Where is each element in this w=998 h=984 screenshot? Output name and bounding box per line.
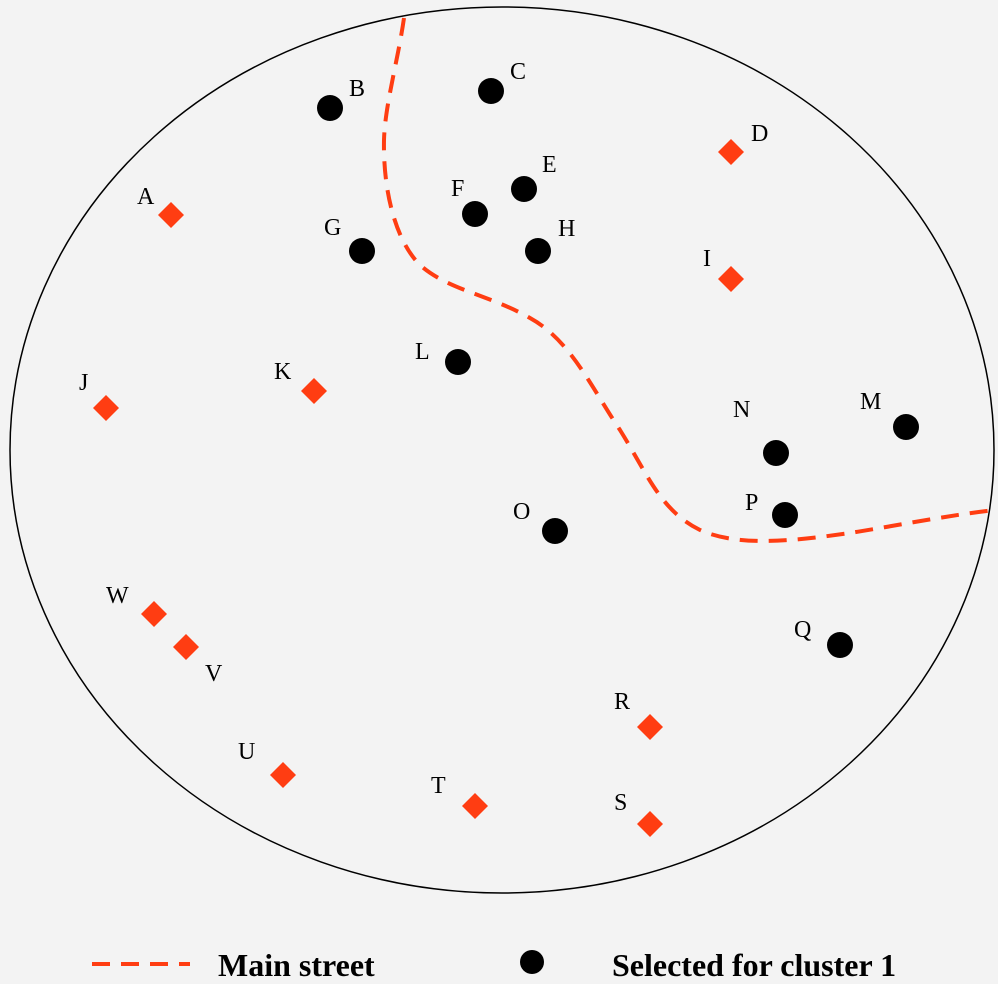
point-label-d: D	[751, 121, 768, 147]
point-u: U	[238, 739, 296, 788]
point-m: M	[860, 389, 919, 440]
point-label-w: W	[106, 583, 129, 609]
point-label-i: I	[703, 246, 711, 272]
selected-dot-o	[542, 518, 568, 544]
selected-dot-h	[525, 238, 551, 264]
point-label-k: K	[274, 359, 292, 385]
point-label-e: E	[542, 152, 557, 178]
unselected-diamond-i	[718, 266, 744, 292]
points-layer: A B C D E F G H I J K L M N O P Q R S T U V W	[79, 59, 919, 837]
point-v: V	[173, 634, 223, 687]
point-q: Q	[794, 617, 853, 658]
unselected-diamond-a	[158, 202, 184, 228]
point-l: L	[415, 339, 471, 375]
point-label-v: V	[205, 661, 223, 687]
selected-dot-e	[511, 176, 537, 202]
point-label-c: C	[510, 59, 526, 85]
legend: Main street Selected for cluster 1	[92, 947, 896, 983]
point-label-m: M	[860, 389, 881, 415]
point-label-b: B	[349, 76, 365, 102]
point-i: I	[703, 246, 744, 292]
unselected-diamond-r	[637, 714, 663, 740]
point-r: R	[614, 689, 663, 740]
main-street-path	[381, 17, 996, 543]
point-e: E	[511, 152, 557, 202]
point-d: D	[718, 121, 768, 165]
selected-dot-g	[349, 238, 375, 264]
point-label-r: R	[614, 689, 630, 715]
point-t: T	[431, 773, 488, 819]
point-k: K	[274, 359, 327, 404]
unselected-diamond-u	[270, 762, 296, 788]
selected-dot-b	[317, 95, 343, 121]
point-s: S	[614, 790, 663, 837]
point-label-n: N	[733, 397, 750, 423]
point-label-u: U	[238, 739, 255, 765]
point-label-f: F	[451, 176, 464, 202]
selected-dot-f	[462, 201, 488, 227]
point-j: J	[79, 370, 119, 421]
unselected-diamond-d	[718, 139, 744, 165]
point-a: A	[137, 184, 184, 228]
point-p: P	[745, 490, 798, 528]
point-w: W	[106, 583, 167, 627]
area-boundary	[9, 6, 995, 894]
point-label-j: J	[79, 370, 88, 396]
point-o: O	[513, 499, 568, 544]
point-label-q: Q	[794, 617, 811, 643]
unselected-diamond-s	[637, 811, 663, 837]
point-label-a: A	[137, 184, 155, 210]
point-b: B	[317, 76, 365, 121]
point-f: F	[451, 176, 488, 227]
point-c: C	[478, 59, 526, 104]
unselected-diamond-v	[173, 634, 199, 660]
point-g: G	[324, 215, 375, 264]
selected-dot-l	[445, 349, 471, 375]
point-h: H	[525, 216, 575, 264]
point-label-h: H	[558, 216, 575, 242]
unselected-diamond-k	[301, 378, 327, 404]
point-label-p: P	[745, 490, 758, 516]
point-n: N	[733, 397, 789, 466]
point-label-l: L	[415, 339, 430, 365]
unselected-diamond-t	[462, 793, 488, 819]
selected-dot-p	[772, 502, 798, 528]
selected-dot-n	[763, 440, 789, 466]
unselected-diamond-w	[141, 601, 167, 627]
point-label-s: S	[614, 790, 627, 816]
selected-dot-m	[893, 414, 919, 440]
point-label-o: O	[513, 499, 530, 525]
legend-selected-label: Selected for cluster 1	[612, 947, 896, 983]
legend-street-label: Main street	[218, 947, 375, 983]
selected-dot-c	[478, 78, 504, 104]
unselected-diamond-j	[93, 395, 119, 421]
legend-selected-swatch	[520, 950, 544, 974]
point-label-g: G	[324, 215, 341, 241]
selected-dot-q	[827, 632, 853, 658]
point-label-t: T	[431, 773, 446, 799]
